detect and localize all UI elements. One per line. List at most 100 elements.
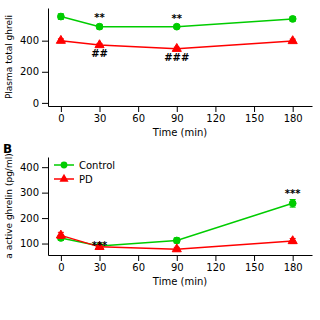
plot-area — [56, 13, 297, 51]
tick-label: 30 — [94, 113, 107, 124]
tick-mark — [61, 106, 62, 112]
tick-label: 120 — [206, 262, 225, 273]
tick-mark — [254, 106, 255, 112]
tick: 90 — [171, 106, 184, 124]
error-bar — [174, 238, 180, 243]
tick-label: 400 — [20, 162, 39, 173]
tick-label: 0 — [58, 113, 64, 124]
point — [173, 237, 180, 244]
point — [95, 40, 104, 48]
tick: 0 — [33, 98, 48, 109]
panel: 03060901201501800200400Time (min)Plasma … — [4, 9, 313, 139]
tick-label: 0 — [58, 262, 64, 273]
point — [289, 16, 296, 23]
axis-line — [48, 9, 49, 107]
axis-line — [49, 106, 313, 107]
panel: 0 30 60 90 120 150 180 100 200 300 400 Time (min) a … — [3, 142, 313, 287]
tick-label: 60 — [132, 262, 145, 273]
tick-label: 300 — [20, 187, 39, 198]
tick-mark — [293, 255, 294, 261]
tick-label: 30 — [94, 262, 107, 273]
tick-label: 200 — [20, 66, 39, 77]
tick: 30 — [94, 106, 107, 124]
annotation: ** — [172, 13, 183, 24]
y-axis: 0 200 400 — [20, 9, 49, 109]
tick-label: 150 — [245, 113, 264, 124]
x-axis-title: Time (min) — [152, 276, 207, 287]
legend-label: Control — [79, 160, 115, 171]
point — [56, 230, 65, 238]
tick: 150 — [245, 255, 264, 273]
tick-mark — [215, 255, 216, 261]
tick-mark — [42, 218, 48, 219]
error-bar — [58, 14, 64, 20]
annotation: ** — [94, 12, 105, 23]
point — [56, 35, 65, 43]
legend-item: PD — [54, 174, 93, 185]
tick: 180 — [284, 255, 303, 273]
tick-mark — [215, 106, 216, 112]
tick-mark — [42, 103, 48, 104]
tick: 0 — [58, 255, 64, 273]
tick: 150 — [245, 106, 264, 124]
tick: 60 — [132, 255, 145, 273]
point — [173, 23, 180, 30]
legend: Control PD — [54, 160, 115, 185]
series — [56, 230, 297, 252]
tick: 100 — [20, 238, 48, 249]
point — [172, 43, 181, 51]
y-axis-title: Plasma total ghreli — [4, 15, 14, 99]
tick: 400 — [20, 162, 48, 173]
tick-mark — [138, 255, 139, 261]
tick-label: 120 — [206, 113, 225, 124]
tick: 300 — [20, 187, 48, 198]
tick: 200 — [20, 213, 48, 224]
tick: 400 — [20, 35, 48, 46]
point — [172, 244, 181, 252]
axis-line — [49, 255, 313, 256]
point — [288, 236, 297, 244]
tick-mark — [42, 193, 48, 194]
tick-mark — [254, 255, 255, 261]
tick: 120 — [206, 255, 225, 273]
legend-label: PD — [79, 174, 93, 185]
panel-label: B — [3, 142, 12, 156]
tick-mark — [100, 255, 101, 261]
tick-label: 150 — [245, 262, 264, 273]
tick: 90 — [171, 255, 184, 273]
tick: 180 — [284, 106, 303, 124]
point — [96, 23, 103, 30]
tick: 200 — [20, 66, 48, 77]
tick: 120 — [206, 106, 225, 124]
x-axis: 0306090120150180 — [49, 106, 313, 124]
chart: 0 30 60 90 120 150 180 0 200 400 Time (min) Plasma … — [0, 0, 320, 320]
tick: 0 — [58, 106, 64, 124]
y-axis: 100 200 300 400 — [20, 158, 49, 256]
tick-label: 180 — [284, 113, 303, 124]
tick-mark — [42, 41, 48, 42]
tick-mark — [42, 167, 48, 168]
tick-mark — [42, 72, 48, 73]
legend-item: Control — [54, 160, 115, 171]
plot-area — [56, 200, 297, 252]
error-bar — [290, 200, 296, 208]
tick-mark — [138, 106, 139, 112]
annotation: ## — [91, 48, 108, 59]
tick-mark — [177, 106, 178, 112]
point — [57, 13, 64, 20]
tick-label: 180 — [284, 262, 303, 273]
tick-mark — [61, 255, 62, 261]
tick-mark — [100, 106, 101, 112]
tick-label: 400 — [20, 35, 39, 46]
x-axis: 0 30 60 90 120 150 180 — [49, 255, 313, 273]
tick-mark — [42, 244, 48, 245]
annotation: *** — [92, 240, 108, 251]
annotation: ### — [164, 52, 189, 63]
tick-mark — [293, 106, 294, 112]
tick-label: 90 — [171, 113, 184, 124]
tick-label: 0 — [33, 98, 39, 109]
annotation: *** — [285, 188, 301, 199]
y-axis-title: a active ghrelin (pg/ml) — [4, 153, 14, 258]
legend-swatch — [59, 174, 68, 182]
point — [289, 200, 296, 207]
